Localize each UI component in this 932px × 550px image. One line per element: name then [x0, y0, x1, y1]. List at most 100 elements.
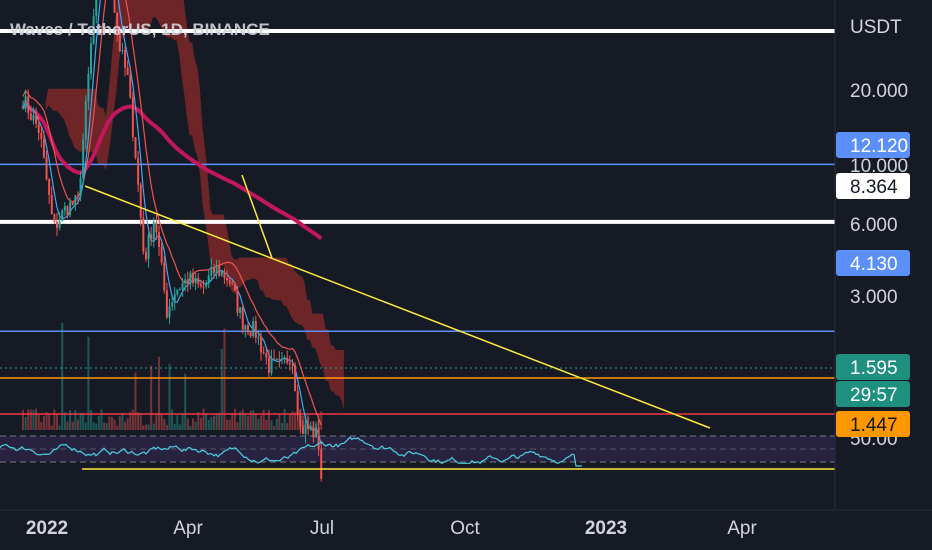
volume-bar — [56, 413, 59, 430]
candle-body — [58, 221, 61, 228]
volume-bar — [173, 423, 176, 430]
volume-bar — [35, 408, 38, 430]
volume-bar — [228, 419, 231, 430]
candle-body — [79, 178, 82, 197]
candle-body — [309, 426, 312, 430]
volume-bar — [27, 409, 30, 430]
candle-body — [280, 358, 283, 360]
candle-body — [29, 113, 32, 120]
volume-bar — [267, 410, 270, 430]
candle-body — [283, 357, 286, 359]
candle-body — [118, 33, 121, 52]
price-badge — [836, 411, 910, 437]
price-badge-label: 1.447 — [850, 415, 898, 436]
candle-body — [90, 43, 93, 74]
horizontal-levels[interactable] — [0, 29, 835, 415]
volume-bar — [294, 412, 297, 430]
candle-body — [63, 206, 66, 211]
volume-bar — [291, 411, 294, 430]
price-badge-label: 1.595 — [850, 358, 898, 379]
x-tick-label: Apr — [727, 518, 757, 539]
volume-bar — [171, 409, 174, 430]
candle-body — [92, 16, 95, 44]
price-badge — [836, 250, 910, 276]
time-axis[interactable]: 2022 Apr Jul Oct 2023 Apr — [0, 509, 932, 550]
volume-bar — [137, 412, 140, 430]
candle-body — [278, 358, 281, 360]
y-tick-label: 3.000 — [850, 287, 898, 308]
trendline-main — [84, 185, 711, 429]
candle-body — [40, 132, 43, 139]
y-tick-label: 20.000 — [850, 81, 908, 102]
candle-body — [220, 271, 223, 276]
volume-bar — [126, 418, 129, 430]
volume-bar — [186, 418, 189, 430]
volume-bar — [105, 423, 108, 430]
candle-body — [267, 357, 270, 373]
candle-body — [24, 96, 27, 109]
x-tick-label: 2023 — [585, 518, 627, 539]
volume-bar — [155, 413, 158, 430]
candle-body — [165, 290, 168, 318]
rsi-band — [0, 435, 835, 463]
candle-body — [207, 275, 210, 283]
chart-title: Waves / TetherUS, 1D, BINANCE — [10, 20, 270, 39]
ichimoku-cloud — [45, 0, 344, 410]
volume-bar — [215, 414, 218, 430]
candle-body — [144, 251, 147, 260]
volume-bar — [202, 408, 205, 430]
volume-bar — [87, 336, 90, 430]
candle-body — [76, 195, 79, 197]
candle-body — [246, 325, 249, 333]
candle-body — [42, 138, 45, 158]
candle-body — [116, 12, 119, 34]
candle-body — [142, 217, 145, 252]
volume-bar — [124, 421, 127, 430]
volume-bar — [278, 413, 281, 430]
volume-bar — [121, 412, 124, 430]
candle-body — [171, 302, 174, 307]
candle-body — [202, 286, 205, 288]
candle-body — [194, 277, 197, 284]
volume-bar — [270, 420, 273, 430]
x-tick-label: Apr — [173, 518, 203, 539]
candle-body — [184, 279, 187, 284]
volume-bar — [66, 421, 69, 430]
candle-body — [312, 426, 315, 438]
candle-body — [199, 284, 202, 287]
volume-bar — [262, 409, 265, 430]
volume-bar — [61, 322, 64, 430]
candle-body — [252, 321, 255, 337]
volume-bar — [32, 409, 35, 430]
volume-bar — [113, 419, 116, 430]
trendlines[interactable] — [82, 174, 835, 470]
candle-body — [210, 266, 213, 276]
volume-bar — [134, 372, 137, 430]
candle-body — [296, 391, 299, 416]
candle-body — [260, 336, 263, 353]
candle-body — [307, 424, 310, 430]
volume-bar — [246, 416, 249, 430]
candle-body — [124, 50, 127, 68]
volume-bar — [212, 415, 215, 430]
candle-body — [299, 415, 302, 427]
volume-bar — [265, 419, 268, 430]
x-tick-label: Jul — [310, 518, 334, 539]
candle-body — [95, 0, 98, 17]
x-tick-label: Oct — [450, 518, 480, 539]
rsi-line — [0, 436, 582, 467]
candle-body — [275, 358, 278, 360]
candle-body — [181, 283, 184, 290]
volume-bar — [129, 412, 132, 430]
volume-bar — [79, 412, 82, 430]
candle-body — [113, 0, 116, 13]
volume-bar — [45, 412, 48, 430]
candle-body — [35, 115, 38, 124]
volume-bar — [176, 415, 179, 430]
volume-bar — [158, 356, 161, 430]
volume-bar — [296, 420, 299, 430]
currency-label: USDT — [850, 17, 902, 38]
volume-bar — [220, 348, 223, 430]
